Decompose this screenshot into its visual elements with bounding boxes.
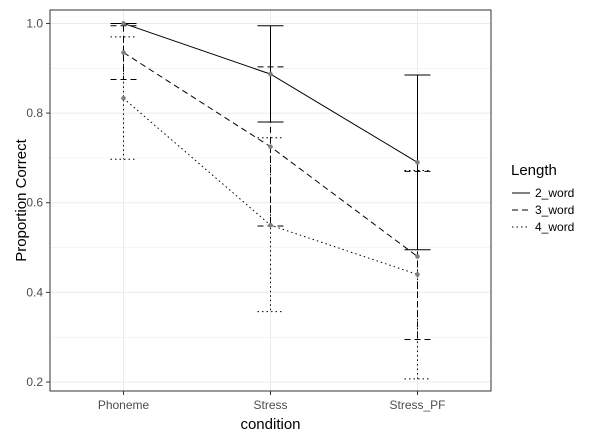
- legend-label-4_word: 4_word: [535, 220, 574, 234]
- data-point-3_word: [121, 50, 126, 55]
- data-point-2_word: [268, 71, 273, 77]
- x-tick-label: Phoneme: [98, 398, 150, 412]
- x-tick-label: Stress_PF: [389, 398, 445, 412]
- legend-label-3_word: 3_word: [535, 203, 574, 217]
- legend: Length 2_word 3_word 4_word: [511, 162, 574, 234]
- y-tick-label: 0.6: [26, 196, 43, 210]
- axes: 0.2 0.4 0.6 0.8 1.0 Phoneme Stress Stress_PF: [26, 16, 445, 412]
- x-axis-title: condition: [240, 416, 300, 433]
- data-point-2_word: [415, 160, 420, 165]
- data-point-2_word: [121, 21, 126, 26]
- data-point-3_word: [268, 144, 273, 150]
- legend-title: Length: [511, 162, 557, 179]
- data-point-4_word: [121, 96, 126, 101]
- data-point-3_word: [415, 254, 420, 259]
- legend-label-2_word: 2_word: [535, 186, 574, 200]
- x-tick-label: Stress: [253, 398, 287, 412]
- y-axis-title: Proportion Correct: [13, 138, 30, 261]
- y-tick-label: 0.8: [26, 106, 43, 120]
- y-tick-label: 0.4: [26, 285, 43, 299]
- data-points: [121, 21, 420, 277]
- y-tick-label: 1.0: [26, 16, 43, 30]
- data-point-4_word: [268, 222, 273, 228]
- y-tick-label: 0.2: [26, 375, 43, 389]
- data-point-4_word: [415, 272, 420, 277]
